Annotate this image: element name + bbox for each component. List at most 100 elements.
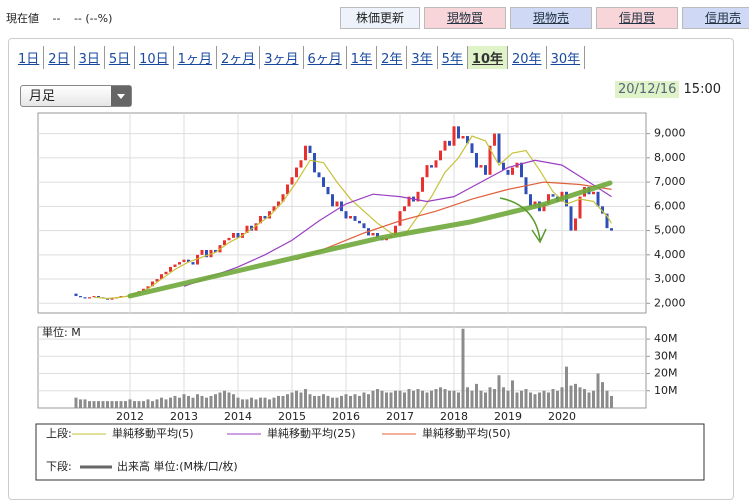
page: 現在値 -- -- (--%) 株価更新 現物買 現物売 信用買 信用売 1日 2日 3日 5…: [6, 7, 749, 500]
candle: [227, 237, 231, 241]
volume-bar: [286, 394, 289, 408]
period-tab[interactable]: 3日: [75, 46, 105, 69]
volume-bar: [88, 401, 91, 408]
legend-entry: 単純移動平均(5): [112, 426, 194, 440]
volume-bar: [398, 390, 402, 408]
period-tab[interactable]: 10年: [467, 46, 509, 69]
candle: [470, 143, 474, 153]
volume-bar: [416, 389, 420, 408]
volume-bar: [263, 397, 267, 408]
action-button[interactable]: 株価更新: [340, 7, 420, 29]
x-tick-label: 2018: [440, 410, 468, 423]
volume-bar: [520, 390, 523, 408]
period-tab[interactable]: 1ヶ月: [174, 46, 217, 69]
candle: [250, 225, 253, 231]
volume-bar: [155, 399, 159, 408]
period-tab[interactable]: 30年: [547, 46, 586, 69]
volume-bar: [587, 392, 591, 408]
period-tab[interactable]: 1日: [14, 46, 45, 69]
volume-bar: [421, 390, 424, 408]
volume-bar: [205, 397, 208, 408]
candle: [272, 206, 276, 212]
volume-bar: [110, 401, 114, 408]
candle: [452, 126, 456, 146]
volume-bar: [610, 395, 613, 408]
volume-bar: [439, 387, 442, 408]
moving-average: [296, 181, 612, 261]
candle: [196, 254, 199, 265]
volume-bar: [223, 390, 226, 408]
candle: [263, 216, 267, 219]
period-tab[interactable]: 6ヶ月: [304, 46, 347, 69]
candle: [83, 297, 87, 299]
y-tick-label: 10M: [654, 384, 678, 397]
period-tab[interactable]: 2年: [377, 46, 408, 69]
candle: [236, 233, 240, 238]
candle: [349, 216, 352, 219]
action-button[interactable]: 現物売: [510, 7, 592, 29]
volume-bar: [380, 390, 384, 408]
volume-bar: [151, 401, 154, 408]
candle: [232, 233, 235, 238]
volume-bar: [79, 399, 82, 408]
action-button[interactable]: 信用売: [682, 7, 749, 29]
volume-bar: [160, 397, 163, 408]
price-frame: [37, 112, 647, 314]
volume-bar: [470, 390, 474, 408]
volume-bar: [218, 392, 222, 408]
action-button[interactable]: 現物買: [424, 7, 506, 29]
period-select[interactable]: 月足: [20, 85, 132, 107]
time: 15:00: [683, 82, 721, 97]
legend-frame: [35, 423, 705, 481]
candle: [448, 140, 451, 146]
x-tick-label: 2016: [332, 410, 360, 423]
volume-bar: [196, 394, 199, 408]
period-tab[interactable]: 2日: [44, 46, 75, 69]
candle: [178, 262, 181, 265]
volume-bar: [389, 392, 393, 408]
candle: [457, 126, 460, 139]
candle: [425, 165, 429, 178]
volume-bar: [403, 392, 406, 408]
period-tab[interactable]: 10日: [135, 46, 174, 69]
period-tab[interactable]: 1年: [347, 46, 378, 69]
y-tick-label: 7,000: [654, 175, 686, 188]
volume-bar: [479, 390, 483, 408]
candle: [151, 281, 154, 287]
volume-bar: [236, 397, 240, 408]
action-button[interactable]: 信用買: [596, 7, 678, 29]
volume-bar: [367, 394, 370, 408]
volume-bar: [434, 389, 438, 408]
volume-bar: [601, 382, 604, 408]
candle: [326, 186, 330, 195]
volume-bar: [209, 395, 213, 408]
candle: [569, 206, 573, 231]
volume-bar: [97, 401, 100, 408]
candle: [200, 249, 204, 255]
volume-bar: [349, 395, 352, 408]
period-tab[interactable]: 5日: [105, 46, 136, 69]
candle: [479, 165, 483, 168]
period-tab[interactable]: 3年: [407, 46, 438, 69]
volume-bar: [119, 401, 123, 408]
volume-bar: [191, 397, 195, 408]
period-tab[interactable]: 2ヶ月: [217, 46, 261, 69]
candle: [74, 293, 78, 297]
volume-bar: [583, 389, 586, 408]
volume-bar: [542, 390, 546, 408]
period-tab[interactable]: 20年: [508, 46, 547, 69]
volume-bar: [92, 401, 96, 408]
volume-bar: [277, 395, 280, 408]
period-tab[interactable]: 5年: [438, 46, 468, 69]
candle: [596, 191, 600, 207]
volume-bar: [493, 389, 496, 408]
y-tick-label: 3,000: [654, 272, 686, 285]
volume-bar: [137, 401, 141, 408]
volume-bar: [169, 397, 172, 408]
volume-bar: [124, 401, 127, 408]
candle: [416, 191, 420, 202]
volume-bar: [142, 401, 145, 408]
volume-bar: [551, 389, 555, 408]
period-tab[interactable]: 3ヶ月: [260, 46, 304, 69]
volume-bar: [407, 389, 411, 408]
